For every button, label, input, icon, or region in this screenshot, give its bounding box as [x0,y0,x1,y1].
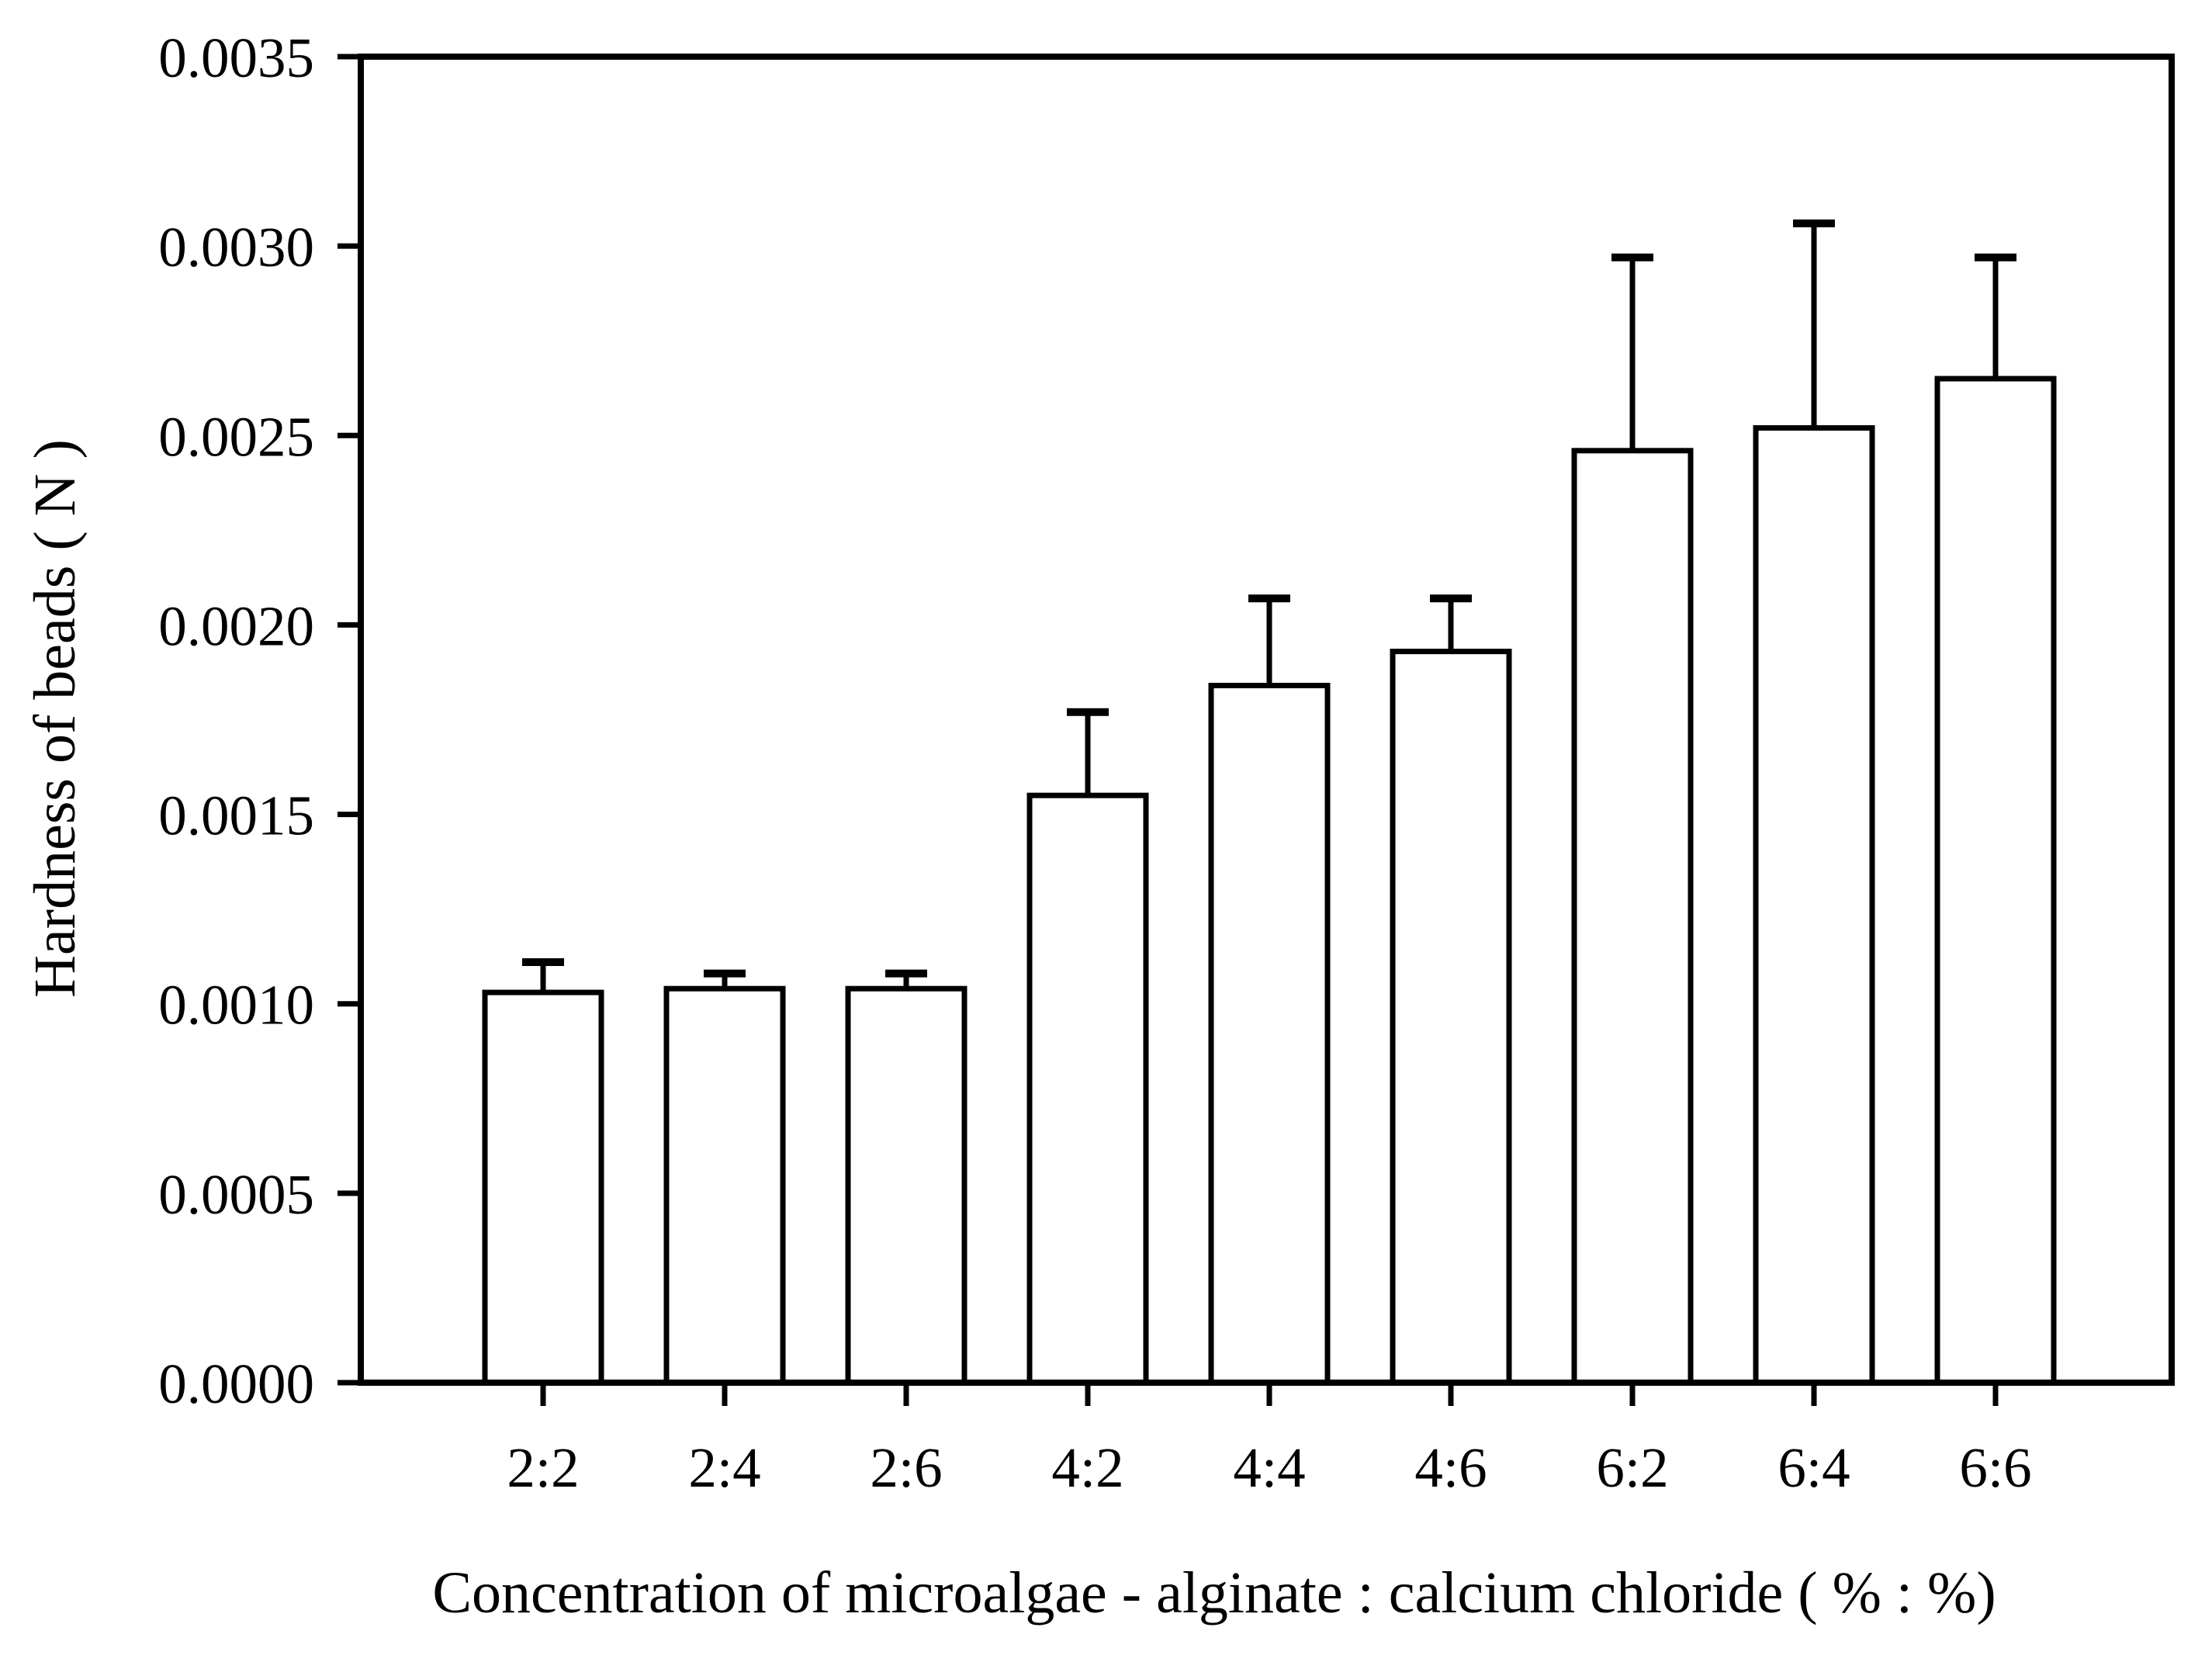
x-tick-label: 6:6 [1959,1436,2031,1499]
x-tick-label: 6:4 [1778,1436,1850,1499]
bar [1571,448,1694,1386]
x-tick-label: 4:6 [1414,1436,1487,1499]
plot-border [358,54,2175,1386]
y-tick-label: 0.0000 [158,1352,314,1415]
bar [1934,376,2057,1386]
y-tick-label: 0.0025 [158,405,314,468]
bar [845,985,968,1386]
y-axis-title: Hardness of beads ( N ) [23,439,88,998]
error-bars-layer [522,219,2016,993]
bars-layer [482,376,2057,1386]
x-tick-label: 4:2 [1051,1436,1123,1499]
ticks-layer [338,54,1999,1406]
bar [1390,649,1512,1386]
axes-layer [358,54,2175,1386]
y-tick-label: 0.0010 [158,974,314,1037]
y-tick-label: 0.0005 [158,1163,314,1226]
x-axis-title: Concentration of microalgae - alginate :… [432,1560,1996,1626]
y-tick-label: 0.0015 [158,784,314,847]
y-tick-label: 0.0035 [158,26,314,89]
x-tick-label: 2:2 [507,1436,579,1499]
bar [663,985,786,1386]
bar [1026,792,1149,1386]
y-tick-label: 0.0030 [158,216,314,279]
x-tick-label: 2:6 [870,1436,942,1499]
bar [1753,425,1875,1386]
x-tick-label: 6:2 [1596,1436,1668,1499]
x-tick-label: 2:4 [688,1436,760,1499]
bar [1208,683,1331,1386]
x-tick-label: 4:4 [1233,1436,1305,1499]
y-tick-label: 0.0020 [158,594,314,657]
bar [482,989,604,1386]
tick-labels-layer: 0.0000 0.0005 0.0010 0.0015 0.0020 0.0025 0.00… [158,26,2031,1499]
